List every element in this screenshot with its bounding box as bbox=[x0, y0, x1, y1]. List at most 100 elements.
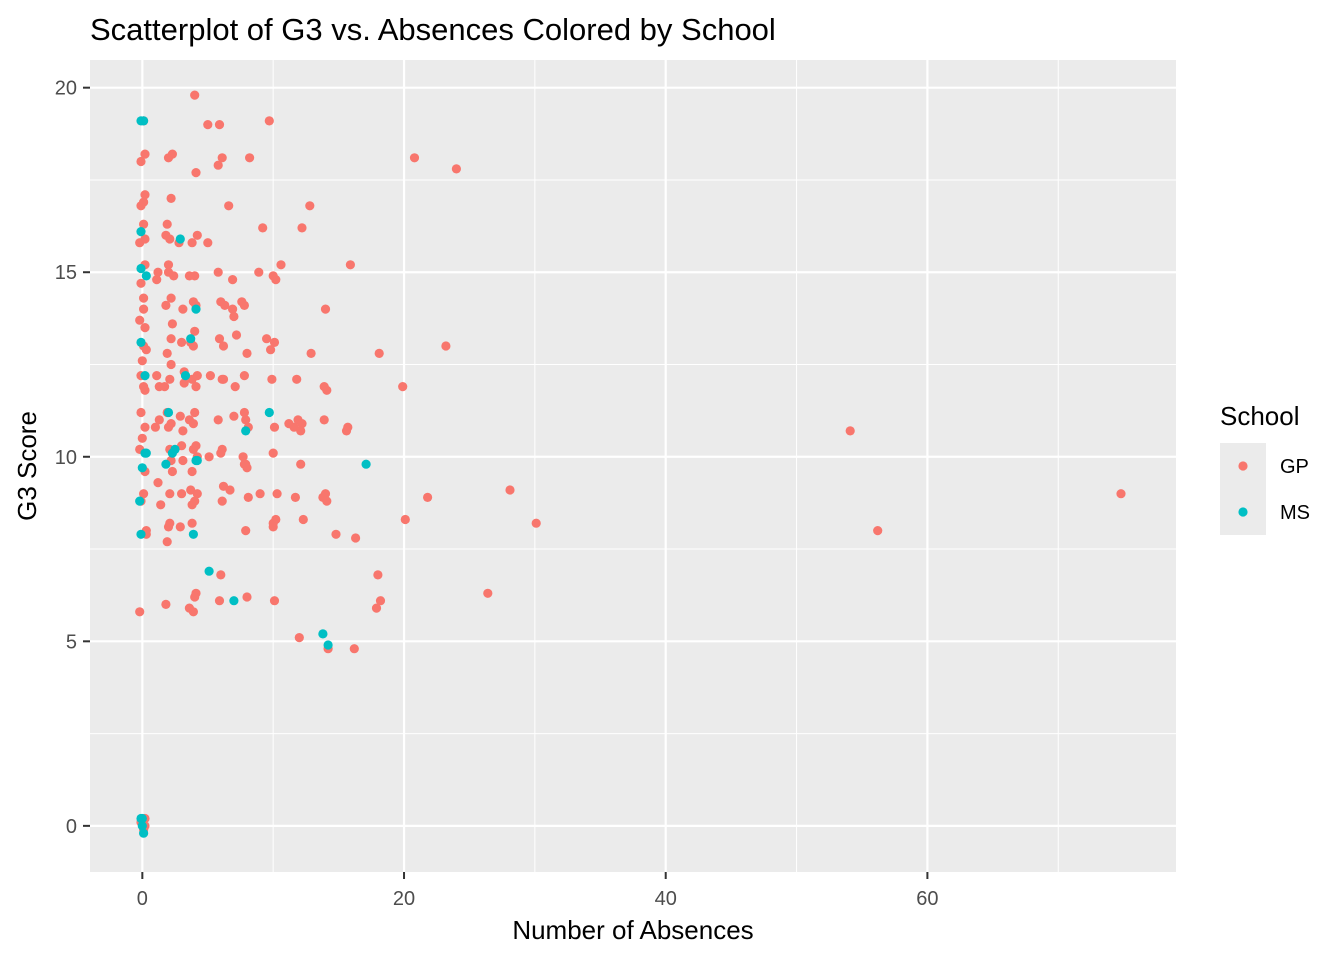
point-gp bbox=[162, 219, 172, 229]
point-gp bbox=[228, 275, 238, 285]
point-gp bbox=[262, 334, 272, 344]
point-gp bbox=[255, 489, 265, 499]
point-gp bbox=[153, 267, 163, 277]
point-ms bbox=[180, 371, 191, 381]
point-gp bbox=[305, 201, 315, 211]
point-gp bbox=[331, 529, 341, 539]
point-gp bbox=[271, 275, 281, 285]
point-gp bbox=[239, 371, 249, 381]
legend-label-gp: GP bbox=[1280, 456, 1309, 478]
point-gp bbox=[268, 448, 278, 458]
series-ms bbox=[135, 116, 371, 838]
point-gp bbox=[161, 300, 171, 310]
point-gp bbox=[190, 90, 200, 100]
point-gp bbox=[137, 356, 147, 366]
point-gp bbox=[192, 371, 202, 381]
point-gp bbox=[166, 193, 176, 203]
point-gp bbox=[242, 348, 252, 358]
point-ms bbox=[140, 448, 150, 458]
y-axis-title: G3 Score bbox=[12, 411, 42, 521]
point-gp bbox=[345, 260, 355, 270]
point-gp bbox=[254, 267, 264, 277]
point-gp bbox=[165, 489, 175, 499]
point-gp bbox=[190, 326, 200, 336]
point-ms bbox=[188, 529, 198, 539]
point-gp bbox=[216, 570, 226, 580]
point-gp bbox=[166, 334, 176, 344]
point-gp bbox=[220, 300, 230, 310]
point-gp bbox=[398, 382, 408, 392]
point-gp bbox=[371, 603, 382, 613]
point-gp bbox=[322, 496, 332, 506]
point-gp bbox=[243, 492, 253, 502]
x-tick-label: 0 bbox=[137, 888, 148, 910]
point-gp bbox=[165, 518, 175, 528]
point-gp bbox=[140, 323, 150, 333]
legend-key-point-ms bbox=[1238, 507, 1248, 517]
point-gp bbox=[217, 153, 227, 163]
point-gp bbox=[306, 348, 316, 358]
point-gp bbox=[292, 374, 302, 384]
point-gp bbox=[228, 304, 238, 314]
point-ms bbox=[135, 496, 145, 506]
legend-item-ms: MS bbox=[1220, 489, 1310, 535]
point-ms bbox=[191, 304, 201, 314]
point-gp bbox=[423, 492, 433, 502]
point-gp bbox=[156, 500, 166, 510]
point-gp bbox=[241, 415, 251, 425]
point-ms bbox=[137, 821, 147, 831]
legend-key-point-gp bbox=[1238, 461, 1248, 471]
point-gp bbox=[296, 426, 306, 436]
chart-title: Scatterplot of G3 vs. Absences Colored b… bbox=[90, 12, 776, 47]
point-gp bbox=[214, 596, 225, 606]
point-gp bbox=[140, 149, 150, 159]
x-tick-label: 40 bbox=[655, 888, 677, 910]
point-gp bbox=[239, 407, 249, 418]
point-gp bbox=[320, 304, 331, 314]
point-gp bbox=[178, 455, 188, 466]
point-gp bbox=[188, 607, 198, 617]
point-ms bbox=[137, 463, 147, 473]
point-ms bbox=[139, 828, 149, 838]
point-gp bbox=[136, 156, 146, 167]
point-gp bbox=[264, 116, 274, 126]
point-gp bbox=[322, 385, 332, 395]
y-tick-label: 0 bbox=[66, 816, 77, 838]
point-gp bbox=[213, 160, 223, 170]
point-gp bbox=[139, 304, 149, 314]
point-ms bbox=[186, 334, 196, 344]
data-points bbox=[135, 90, 1126, 838]
point-gp bbox=[269, 596, 280, 606]
point-gp bbox=[269, 337, 280, 347]
point-gp bbox=[531, 518, 541, 528]
point-gp bbox=[188, 341, 198, 351]
point-gp bbox=[269, 422, 280, 432]
point-gp bbox=[139, 293, 149, 303]
point-gp bbox=[135, 315, 145, 325]
point-gp bbox=[178, 426, 188, 436]
point-gp bbox=[272, 489, 282, 499]
point-gp bbox=[297, 419, 307, 429]
point-gp bbox=[276, 260, 286, 270]
point-ms bbox=[170, 444, 180, 454]
y-tick-label: 5 bbox=[66, 631, 77, 653]
point-gp bbox=[175, 522, 185, 532]
point-gp bbox=[267, 374, 277, 384]
point-gp bbox=[139, 197, 149, 207]
point-ms bbox=[323, 640, 333, 650]
point-gp bbox=[139, 489, 149, 499]
point-gp bbox=[190, 271, 200, 281]
legend-label-ms: MS bbox=[1280, 502, 1310, 524]
point-gp bbox=[162, 348, 172, 358]
point-gp bbox=[213, 415, 223, 425]
point-gp bbox=[349, 644, 359, 654]
point-ms bbox=[229, 596, 239, 606]
point-gp bbox=[217, 496, 227, 506]
plot-panel bbox=[90, 60, 1176, 872]
point-gp bbox=[169, 271, 179, 281]
point-ms bbox=[136, 263, 146, 274]
point-gp bbox=[152, 371, 162, 381]
point-gp bbox=[190, 407, 200, 418]
point-gp bbox=[191, 382, 201, 392]
y-tick-label: 15 bbox=[55, 262, 77, 284]
